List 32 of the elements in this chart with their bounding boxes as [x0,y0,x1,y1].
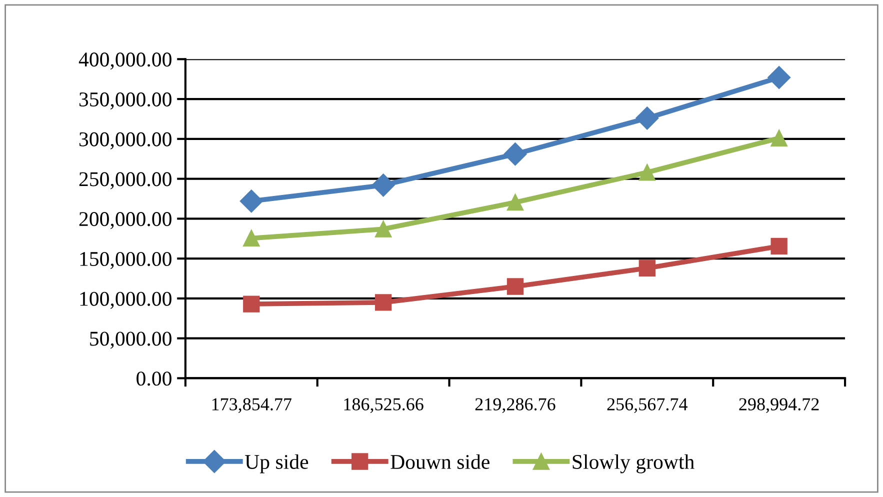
legend-label: Douwn side [390,454,490,469]
x-tick-label: 186,525.66 [344,398,424,413]
point [374,220,392,238]
point [770,130,788,146]
point [768,66,791,89]
y-tick-label: 250,000.00 [79,172,172,190]
x-tick-label: 219,286.76 [475,398,556,413]
y-tick-label: 300,000.00 [79,132,172,150]
y-tick-label: 200,000.00 [79,212,172,230]
y-tick-label: 0.00 [136,372,172,386]
y-tick-label: 100,000.00 [80,292,172,309]
point [243,296,260,312]
point [372,174,395,197]
point [504,142,527,166]
point [243,230,260,247]
point [506,194,524,211]
point [374,294,392,311]
x-tick-label: 173,854.77 [212,398,292,413]
y-tick-label: 50,000.00 [90,332,172,349]
x-tick-label: 298,994.72 [739,398,819,413]
point [638,260,656,276]
point [636,106,659,130]
y-tick-label: 150,000.00 [80,252,172,269]
x-tick-label: 256,567.74 [607,398,688,413]
point [240,190,263,213]
y-tick-label: 350,000.00 [79,92,172,110]
legend-label: Slowly growth [572,454,694,474]
point [638,164,656,181]
point [506,278,524,295]
y-tick-label: 400,000.00 [78,52,172,70]
point [770,238,788,255]
legend-label: Up side [245,454,308,474]
